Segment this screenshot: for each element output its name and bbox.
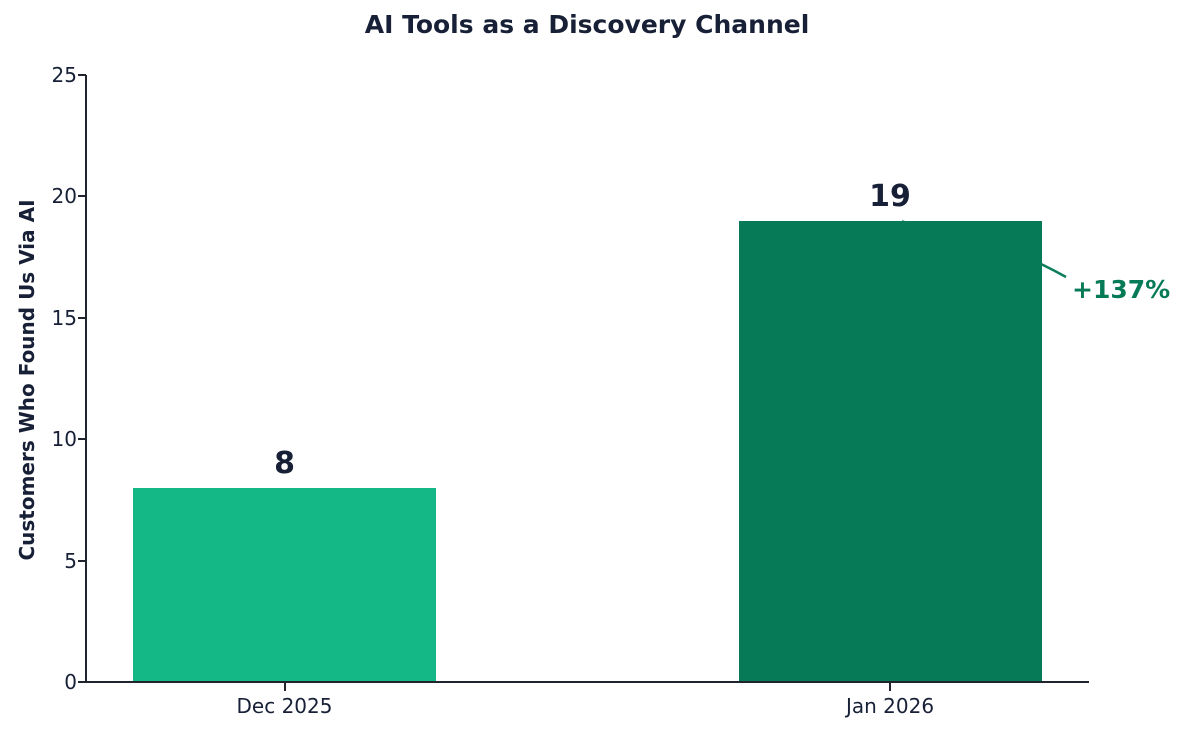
y-tick-mark (78, 74, 86, 76)
x-tick-label: Jan 2026 (845, 694, 935, 718)
x-tick-label: Dec 2025 (236, 694, 333, 718)
chart-title: AI Tools as a Discovery Channel (364, 10, 810, 39)
bar-jan-2026 (738, 220, 1042, 682)
y-tick-mark (78, 559, 86, 562)
x-tick-mark (283, 683, 286, 691)
annotation-text: +137% (1072, 275, 1171, 304)
y-tick-mark (78, 681, 86, 683)
y-tick-label: 0 (64, 670, 77, 694)
bar-value-label: 8 (274, 445, 295, 481)
y-tick-label: 5 (64, 548, 77, 573)
x-axis-line (84, 681, 1089, 683)
y-tick-mark (78, 195, 86, 198)
y-tick-mark (78, 438, 86, 441)
y-tick-label: 25 (51, 63, 77, 87)
y-tick-label: 20 (51, 184, 77, 209)
y-tick-mark (78, 316, 86, 319)
y-axis-line (85, 75, 87, 683)
y-tick-label: 15 (51, 305, 77, 330)
bar-dec-2025 (133, 487, 436, 682)
y-tick-label: 10 (51, 427, 77, 452)
bar-value-label: 19 (869, 178, 911, 214)
y-axis-label: Customers Who Found Us Via AI (15, 199, 39, 561)
x-tick-mark (889, 683, 891, 691)
